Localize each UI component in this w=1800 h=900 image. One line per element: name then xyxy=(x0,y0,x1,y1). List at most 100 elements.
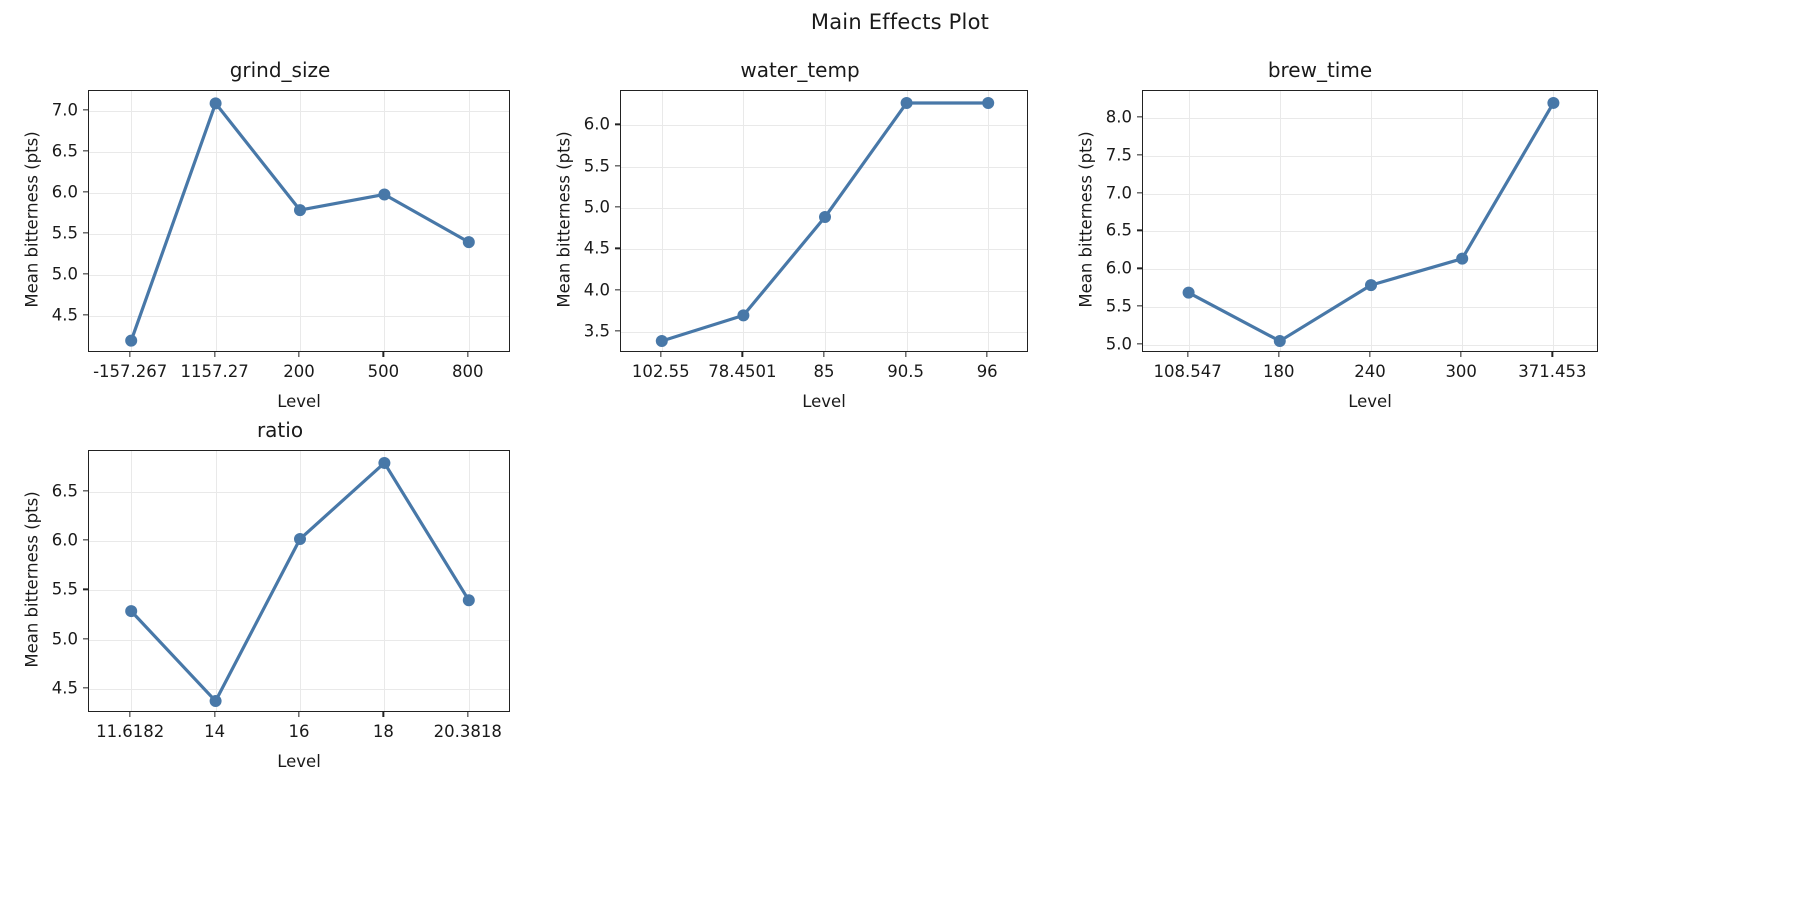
x-tick-label: 16 xyxy=(288,722,310,741)
x-tick-mark xyxy=(467,352,469,357)
x-axis-label: Level xyxy=(802,392,846,411)
y-tick-label: 7.5 xyxy=(1105,145,1132,165)
gridline-vertical xyxy=(988,91,990,351)
gridline-vertical xyxy=(215,91,217,351)
y-tick-mark xyxy=(83,489,88,492)
gridline-horizontal xyxy=(621,207,1027,209)
series-layer xyxy=(1182,96,1560,348)
x-tick-label: 90.5 xyxy=(887,362,924,381)
y-tick-label: 6.0 xyxy=(51,182,78,202)
x-tick-mark xyxy=(1186,352,1189,357)
gridline-horizontal xyxy=(1143,231,1597,233)
data-point-marker xyxy=(982,96,995,109)
x-tick-label: 240 xyxy=(1354,362,1386,381)
x-tick-mark xyxy=(1369,352,1371,357)
x-tick-label: 1157.27 xyxy=(180,362,249,381)
data-point-marker xyxy=(1547,96,1560,109)
y-tick-mark xyxy=(83,539,88,541)
y-tick-label: 6.0 xyxy=(51,530,78,550)
gridline-vertical xyxy=(384,451,386,711)
data-point-marker xyxy=(737,309,750,322)
x-tick-mark xyxy=(298,712,300,717)
data-point-marker xyxy=(1182,286,1195,299)
y-tick-mark xyxy=(615,123,620,125)
subplot-title: brew_time xyxy=(1267,58,1373,82)
plot-area xyxy=(88,450,510,712)
gridline-horizontal xyxy=(89,192,509,194)
y-tick-label: 6.5 xyxy=(51,481,78,501)
x-axis-label: Level xyxy=(277,752,321,771)
data-point-marker xyxy=(1365,279,1377,292)
x-tick-label: 102.55 xyxy=(631,362,690,381)
gridline-horizontal xyxy=(1143,193,1597,195)
y-tick-label: 5.0 xyxy=(51,629,78,649)
series-line xyxy=(129,461,471,703)
gridline-vertical xyxy=(131,451,133,711)
y-tick-label: 5.5 xyxy=(583,156,610,176)
x-tick-label: 18 xyxy=(372,722,394,741)
x-tick-label: 85 xyxy=(813,362,835,381)
plot-area xyxy=(1142,90,1598,352)
x-tick-mark xyxy=(823,352,825,357)
x-tick-label: -157.267 xyxy=(93,362,168,381)
gridline-horizontal xyxy=(621,249,1027,251)
gridline-horizontal xyxy=(89,590,509,592)
series-line xyxy=(129,101,471,343)
data-point-marker xyxy=(378,188,391,201)
y-tick-mark xyxy=(615,247,620,249)
x-tick-mark xyxy=(467,712,469,717)
gridline-horizontal xyxy=(89,491,509,493)
x-tick-label: 300 xyxy=(1445,362,1477,381)
data-point-marker xyxy=(462,236,475,249)
subplot-water_temp: water_temp 3.5 4.0 4.5 5.0 5.5 6.0 102.55 78.450… xyxy=(520,58,1080,430)
subplot-ratio: ratio 4.5 5.0 5.5 6.0 6.5 11.6182 14 16 18 20.3818… xyxy=(0,418,560,790)
y-tick-label: 4.5 xyxy=(51,305,78,325)
data-point-marker xyxy=(1456,252,1469,265)
y-tick-label: 5.5 xyxy=(51,579,78,599)
subplot-title: water_temp xyxy=(740,58,860,82)
gridline-horizontal xyxy=(89,233,509,235)
y-tick-label: 5.5 xyxy=(1105,296,1132,316)
x-tick-mark xyxy=(298,352,300,357)
x-tick-mark xyxy=(129,352,131,357)
x-tick-label: 11.6182 xyxy=(96,722,165,741)
data-point-marker xyxy=(294,204,306,217)
y-tick-mark xyxy=(83,314,88,316)
x-axis-label: Level xyxy=(1348,392,1392,411)
y-tick-label: 6.5 xyxy=(1105,220,1132,240)
subplot-title: ratio xyxy=(256,418,304,442)
x-tick-mark xyxy=(986,352,988,357)
y-tick-label: 5.5 xyxy=(51,223,78,243)
data-point-marker xyxy=(462,594,475,607)
gridline-horizontal xyxy=(89,151,509,153)
y-axis-label: Mean bitterness (pts) xyxy=(22,491,42,668)
y-tick-label: 7.0 xyxy=(51,100,78,120)
y-tick-mark xyxy=(615,164,620,167)
y-tick-mark xyxy=(1137,305,1142,307)
y-axis-label: Mean bitterness (pts) xyxy=(1076,131,1096,308)
y-tick-mark xyxy=(615,330,620,332)
y-tick-label: 4.5 xyxy=(583,238,610,258)
y-tick-mark xyxy=(83,109,88,111)
data-point-marker xyxy=(125,605,138,618)
data-point-marker xyxy=(125,334,138,347)
gridline-vertical xyxy=(1188,91,1190,351)
y-tick-mark xyxy=(83,191,88,193)
data-point-marker xyxy=(1273,335,1286,348)
y-tick-mark xyxy=(83,687,88,689)
series-layer xyxy=(655,96,995,348)
y-tick-label: 6.0 xyxy=(1105,258,1132,278)
series-layer xyxy=(125,97,475,347)
series-line xyxy=(1187,101,1555,343)
gridline-vertical xyxy=(131,91,133,351)
subplot-grind_size: grind_size 4.5 5.0 5.5 6.0 6.5 7.0 -157.267 1157… xyxy=(0,58,560,430)
y-tick-label: 5.0 xyxy=(583,197,610,217)
x-tick-label: 200 xyxy=(283,362,315,381)
gridline-horizontal xyxy=(89,316,509,318)
gridline-vertical xyxy=(1462,91,1464,351)
x-tick-label: 371.453 xyxy=(1518,362,1587,381)
y-tick-label: 3.5 xyxy=(583,321,610,341)
data-point-marker xyxy=(294,533,306,546)
y-axis-label: Mean bitterness (pts) xyxy=(554,131,574,308)
